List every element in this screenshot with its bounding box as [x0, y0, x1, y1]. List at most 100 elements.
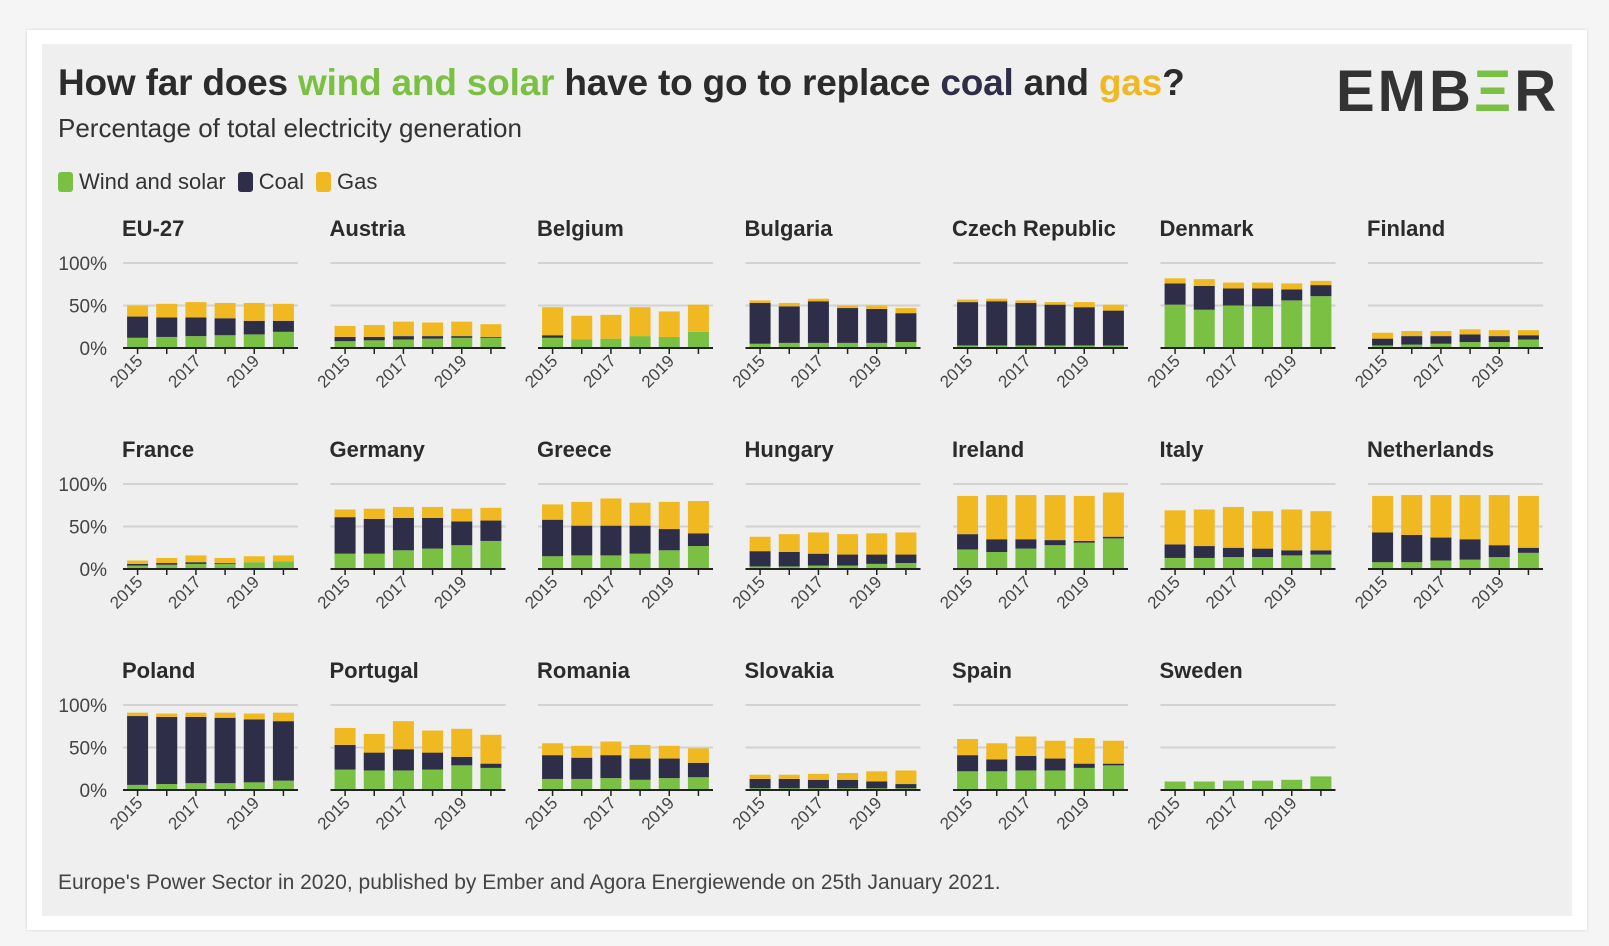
title-highlight-coal: coal [940, 62, 1014, 103]
x-tick-label: 2017 [1410, 351, 1450, 391]
bar-segment-gas [1401, 331, 1423, 337]
bar-segment-coal [807, 553, 829, 566]
bar-segment-gas [422, 730, 444, 753]
title-part-3: have to go to replace [554, 62, 941, 103]
bar-segment-wind-solar [986, 552, 1008, 569]
bar-segment-coal [334, 336, 356, 342]
x-tick-label: 2017 [1202, 572, 1242, 612]
bar-segment-gas [957, 299, 979, 303]
bar-segment-wind-solar [1164, 304, 1186, 348]
bar-segment-gas [807, 773, 829, 780]
panel-austria: Austria 2015 2017 2019 [314, 216, 506, 392]
bar-segment-wind-solar [1222, 305, 1244, 348]
bar-segment-wind-solar [422, 548, 444, 569]
bar-segment-coal [480, 336, 502, 338]
ember-logo: EMBΞR [1336, 59, 1560, 124]
bar-segment-coal [1044, 540, 1066, 546]
x-tick-label: 2017 [165, 351, 205, 391]
bar-segment-gas [807, 532, 829, 554]
title-highlight-wind-solar: wind and solar [298, 62, 555, 103]
x-tick-label: 2017 [372, 351, 412, 391]
bar-segment-wind-solar [600, 338, 622, 348]
x-tick-label: 2019 [1260, 793, 1300, 833]
bar-segment-wind-solar [214, 335, 236, 348]
panel-hungary: Hungary 2015 2017 2019 [729, 437, 921, 613]
bar-segment-coal [451, 521, 473, 546]
x-tick-label: 2015 [936, 351, 976, 391]
bar-segment-wind-solar [392, 770, 414, 790]
bar-segment-wind-solar [127, 784, 149, 790]
bar-segment-wind-solar [1222, 780, 1244, 790]
bar-segment-wind-solar [451, 337, 473, 348]
bar-segment-wind-solar [1044, 770, 1066, 790]
x-tick-label: 2019 [223, 793, 263, 833]
bar-segment-gas [866, 771, 888, 782]
bar-segment-coal [1517, 547, 1539, 553]
bar-segment-gas [156, 557, 178, 564]
bar-segment-gas [542, 743, 564, 756]
panel-romania: Romania 2015 2017 2019 [521, 658, 713, 834]
bar-segment-wind-solar [986, 345, 1008, 348]
x-tick-label: 2015 [936, 793, 976, 833]
bar-segment-coal [1372, 338, 1394, 346]
bar-segment-coal [542, 519, 564, 557]
panel-slovakia: Slovakia 2015 2017 2019 [729, 658, 921, 834]
bar-segment-coal [807, 779, 829, 789]
bar-segment-wind-solar [1015, 770, 1037, 790]
bar-segment-wind-solar [334, 341, 356, 348]
x-tick-label: 2015 [936, 572, 976, 612]
bar-segment-wind-solar [1252, 557, 1274, 569]
panel-bulgaria: Bulgaria 2015 2017 2019 [729, 216, 921, 392]
bar-segment-gas [1517, 495, 1539, 548]
bar-segment-wind-solar [778, 342, 800, 348]
bar-segment-wind-solar [1372, 345, 1394, 348]
bar-segment-gas [243, 302, 265, 321]
bar-segment-wind-solar [571, 555, 593, 569]
bar-segment-wind-solar [363, 340, 385, 348]
panel-poland: Poland 100% 50% 0%2015 2017 2019 [58, 658, 298, 834]
bar-segment-wind-solar [1044, 545, 1066, 569]
panel-title: Sweden [1160, 658, 1243, 683]
bar-segment-coal [127, 716, 149, 785]
bar-segment-wind-solar [1281, 555, 1303, 569]
bar-segment-coal [127, 563, 149, 566]
bar-segment-gas [1164, 278, 1186, 284]
bar-segment-gas [334, 509, 356, 518]
bar-segment-gas [895, 308, 917, 314]
bar-segment-coal [156, 563, 178, 565]
bar-segment-wind-solar [1517, 339, 1539, 348]
bar-segment-gas [542, 504, 564, 520]
bar-segment-coal [1517, 335, 1539, 340]
bar-segment-coal [749, 302, 771, 344]
legend-swatch-wind-solar [58, 172, 73, 192]
bar-segment-gas [392, 721, 414, 750]
x-tick-label: 2017 [165, 572, 205, 612]
bar-segment-gas [600, 314, 622, 339]
y-tick-label: 100% [58, 696, 107, 717]
panel-netherlands: Netherlands 2015 2017 2019 [1351, 437, 1543, 613]
panel-greece: Greece 2015 2017 2019 [521, 437, 713, 613]
bar-segment-gas [778, 534, 800, 552]
bar-segment-wind-solar [807, 342, 829, 348]
bar-segment-gas [1459, 495, 1481, 540]
bar-segment-gas [895, 770, 917, 785]
title-part-7: ? [1162, 62, 1185, 103]
bar-segment-wind-solar [422, 338, 444, 348]
bar-segment-wind-solar [272, 561, 294, 569]
bar-segment-gas [422, 322, 444, 337]
bar-segment-coal [214, 563, 236, 564]
bar-segment-gas [837, 305, 859, 309]
chart-subtitle: Percentage of total electricity generati… [58, 113, 522, 143]
bar-segment-gas [1102, 492, 1124, 537]
bar-segment-wind-solar [1044, 345, 1066, 348]
bar-segment-wind-solar [214, 783, 236, 790]
bar-segment-wind-solar [392, 550, 414, 569]
x-tick-label: 2017 [787, 793, 827, 833]
bar-segment-wind-solar [480, 767, 502, 790]
panel-belgium: Belgium 2015 2017 2019 [521, 216, 713, 392]
x-tick-label: 2017 [1202, 351, 1242, 391]
bar-segment-wind-solar [1401, 344, 1423, 348]
x-tick-label: 2017 [1410, 572, 1450, 612]
bar-segment-coal [127, 316, 149, 338]
bar-segment-gas [451, 508, 473, 522]
